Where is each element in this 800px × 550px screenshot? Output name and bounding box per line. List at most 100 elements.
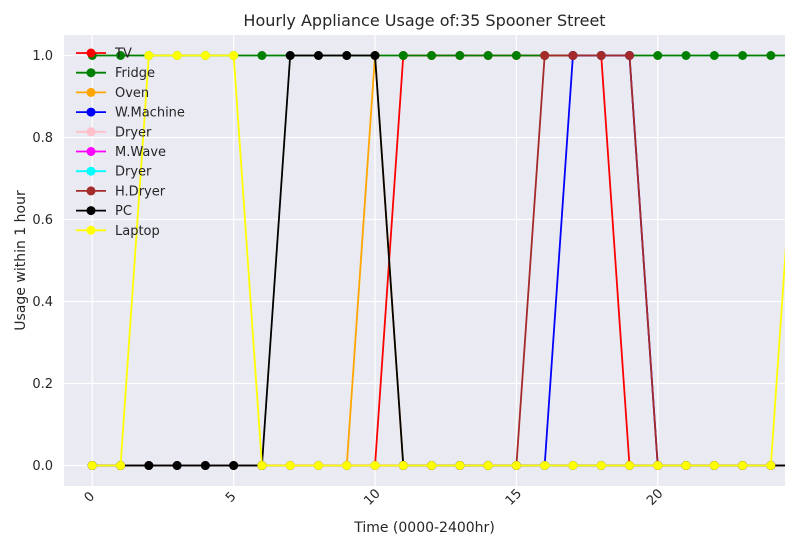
data-point bbox=[511, 51, 521, 60]
data-point bbox=[427, 461, 437, 470]
data-point bbox=[766, 51, 776, 60]
data-point bbox=[427, 51, 437, 60]
legend-item: H.Dryer bbox=[76, 184, 166, 199]
data-point bbox=[511, 461, 521, 470]
data-point bbox=[596, 51, 606, 60]
data-point bbox=[172, 51, 182, 60]
y-tick-label: 0.2 bbox=[32, 377, 53, 392]
legend-item: TV bbox=[76, 47, 132, 62]
data-point bbox=[795, 461, 800, 470]
y-tick-label: 0.0 bbox=[32, 459, 53, 474]
data-point bbox=[795, 461, 800, 470]
legend-item: M.Wave bbox=[76, 145, 166, 160]
data-point bbox=[738, 51, 748, 60]
data-point bbox=[116, 51, 126, 60]
x-tick-label: 15 bbox=[503, 486, 525, 508]
data-point bbox=[568, 461, 578, 470]
data-point bbox=[596, 461, 606, 470]
y-axis-label: Usage within 1 hour bbox=[13, 190, 29, 331]
data-point bbox=[144, 51, 154, 60]
legend-swatch-marker bbox=[86, 127, 96, 137]
data-point bbox=[624, 461, 634, 470]
data-point bbox=[257, 51, 267, 60]
data-point bbox=[795, 461, 800, 470]
data-point bbox=[229, 51, 239, 60]
legend-swatch-marker bbox=[86, 166, 96, 176]
data-point bbox=[540, 461, 550, 470]
data-point bbox=[342, 51, 352, 60]
data-point bbox=[483, 461, 493, 470]
legend-item: Laptop bbox=[76, 224, 160, 239]
legend-item: Dryer bbox=[76, 165, 152, 180]
data-point bbox=[568, 51, 578, 60]
series-layer bbox=[87, 51, 800, 470]
data-point bbox=[681, 461, 691, 470]
legend-label: Laptop bbox=[115, 224, 160, 239]
x-tick-label: 20 bbox=[644, 486, 666, 508]
x-tick-label: 10 bbox=[361, 486, 383, 508]
legend-label: TV bbox=[114, 47, 132, 62]
y-tick-label: 1.0 bbox=[32, 49, 53, 64]
x-axis-label: Time (0000-2400hr) bbox=[353, 520, 495, 536]
y-tick-label: 0.8 bbox=[32, 131, 53, 146]
legend-item: Oven bbox=[76, 86, 149, 101]
data-point bbox=[172, 461, 182, 470]
legend-item: Fridge bbox=[76, 66, 155, 81]
plot-background bbox=[64, 35, 785, 486]
data-point bbox=[229, 461, 239, 470]
data-point bbox=[342, 461, 352, 470]
data-point bbox=[313, 51, 323, 60]
data-point bbox=[540, 51, 550, 60]
data-point bbox=[795, 461, 800, 470]
y-tick-labels: 0.0 0.2 0.4 0.6 0.8 1.0 bbox=[32, 49, 53, 474]
data-point bbox=[709, 51, 719, 60]
data-point bbox=[285, 461, 295, 470]
data-point bbox=[795, 461, 800, 470]
data-point bbox=[455, 461, 465, 470]
data-point bbox=[483, 51, 493, 60]
data-point bbox=[200, 51, 210, 60]
data-point bbox=[795, 461, 800, 470]
data-point bbox=[624, 51, 634, 60]
data-point bbox=[738, 461, 748, 470]
data-point bbox=[653, 51, 663, 60]
data-point bbox=[116, 461, 126, 470]
data-point bbox=[200, 461, 210, 470]
data-point bbox=[795, 461, 800, 470]
x-tick-label: 5 bbox=[223, 489, 239, 505]
data-point bbox=[313, 461, 323, 470]
legend-label: Oven bbox=[115, 86, 149, 101]
data-point bbox=[766, 461, 776, 470]
legend-label: M.Wave bbox=[115, 145, 166, 160]
legend-swatch-marker bbox=[86, 206, 96, 216]
x-tick-labels: 0 5 10 15 20 bbox=[82, 486, 667, 508]
series-line bbox=[92, 54, 785, 467]
legend-swatch-marker bbox=[86, 107, 96, 117]
data-point bbox=[370, 461, 380, 470]
data-point bbox=[455, 51, 465, 60]
data-point bbox=[709, 461, 719, 470]
data-point bbox=[257, 461, 267, 470]
chart-title: Hourly Appliance Usage of:35 Spooner Str… bbox=[243, 11, 605, 30]
legend-swatch-marker bbox=[86, 147, 96, 156]
legend-label: Dryer bbox=[115, 165, 152, 180]
data-point bbox=[87, 461, 97, 470]
legend-swatch-marker bbox=[86, 48, 96, 58]
x-tick-label: 0 bbox=[82, 489, 98, 505]
data-point bbox=[398, 461, 408, 470]
legend-item: Dryer bbox=[76, 125, 152, 140]
legend-swatch-marker bbox=[86, 186, 96, 196]
legend-item: PC bbox=[76, 204, 132, 219]
data-point bbox=[795, 461, 800, 470]
legend-label: Fridge bbox=[115, 66, 155, 81]
series-laptop bbox=[87, 51, 800, 470]
data-point bbox=[795, 51, 800, 60]
legend-swatch-marker bbox=[86, 87, 96, 97]
data-point bbox=[795, 51, 800, 60]
y-tick-label: 0.6 bbox=[32, 213, 53, 228]
legend: TV Fridge Oven W.Machine Dryer M.Wave Dryer H.D… bbox=[76, 47, 185, 239]
legend-swatch-marker bbox=[86, 68, 96, 78]
legend-item: W.Machine bbox=[76, 106, 185, 121]
data-point bbox=[653, 461, 663, 470]
